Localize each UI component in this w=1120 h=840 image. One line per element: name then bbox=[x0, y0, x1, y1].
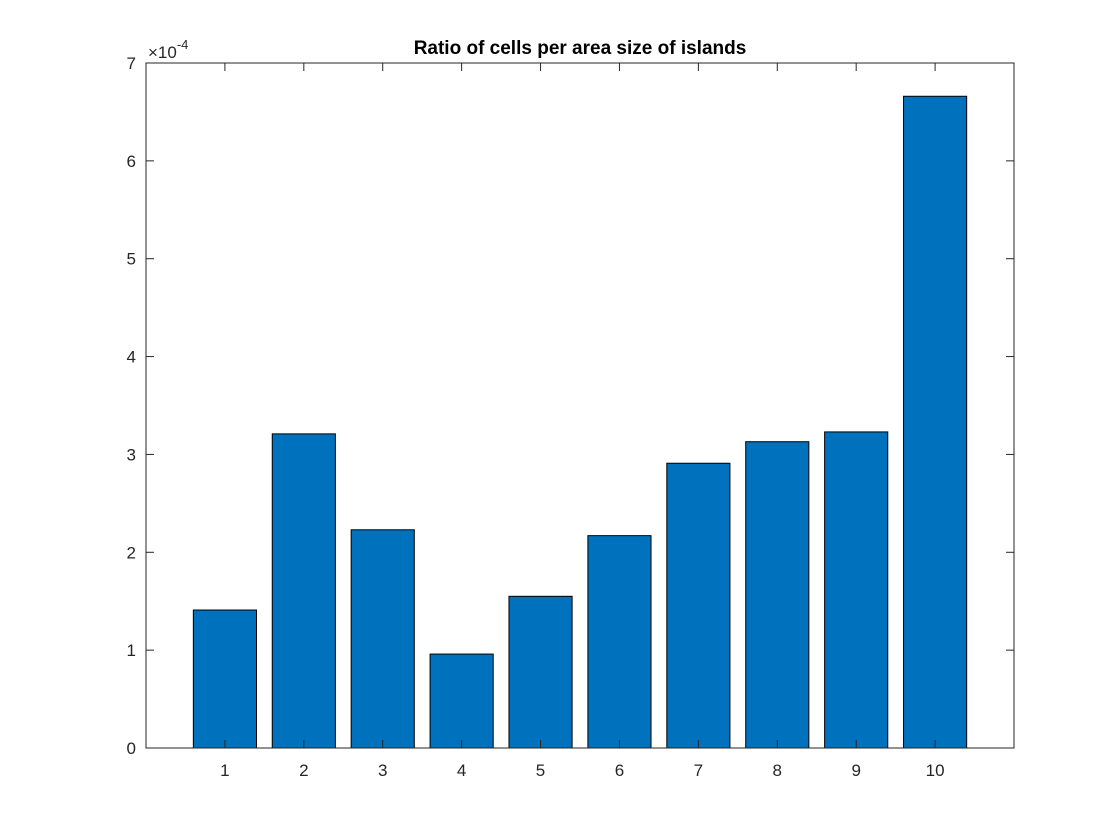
x-tick-label-8: 8 bbox=[773, 761, 782, 780]
y-tick-label-6: 6 bbox=[127, 152, 136, 171]
x-axis-ticks: 1 2 3 4 5 6 7 8 9 10 bbox=[220, 63, 945, 780]
x-tick-label-6: 6 bbox=[615, 761, 624, 780]
axes-box bbox=[145, 62, 1015, 749]
bar-2 bbox=[271, 433, 336, 749]
y-axis-multiplier: ×10-4 bbox=[148, 37, 188, 62]
y-axis-ticks: 0 1 2 3 4 5 6 7 bbox=[127, 54, 1014, 758]
y-axis-exponent: -4 bbox=[177, 37, 189, 52]
x-tick-label-10: 10 bbox=[926, 761, 945, 780]
x-tick-label-5: 5 bbox=[536, 761, 545, 780]
y-tick-label-2: 2 bbox=[127, 543, 136, 562]
bars-group bbox=[192, 95, 968, 749]
x-tick-label-2: 2 bbox=[299, 761, 308, 780]
bar-5 bbox=[508, 595, 573, 749]
bar-6 bbox=[587, 535, 652, 749]
chart-title: Ratio of cells per area size of islands bbox=[414, 38, 747, 59]
y-tick-label-7: 7 bbox=[127, 54, 136, 73]
bar-3 bbox=[350, 529, 415, 749]
y-tick-label-3: 3 bbox=[127, 445, 136, 464]
bar-1 bbox=[192, 609, 257, 749]
y-axis-multiplier-base: ×10 bbox=[148, 43, 177, 62]
x-tick-label-3: 3 bbox=[378, 761, 387, 780]
y-tick-label-4: 4 bbox=[127, 348, 136, 367]
bar-10 bbox=[903, 95, 968, 749]
x-tick-label-7: 7 bbox=[694, 761, 703, 780]
x-tick-label-1: 1 bbox=[220, 761, 229, 780]
y-tick-label-5: 5 bbox=[127, 250, 136, 269]
x-tick-label-9: 9 bbox=[851, 761, 860, 780]
x-tick-label-4: 4 bbox=[457, 761, 466, 780]
bar-8 bbox=[745, 441, 810, 749]
bar-4 bbox=[429, 653, 494, 749]
bar-7 bbox=[666, 462, 731, 749]
bar-9 bbox=[824, 431, 889, 749]
y-tick-label-0: 0 bbox=[127, 739, 136, 758]
y-tick-label-1: 1 bbox=[127, 641, 136, 660]
